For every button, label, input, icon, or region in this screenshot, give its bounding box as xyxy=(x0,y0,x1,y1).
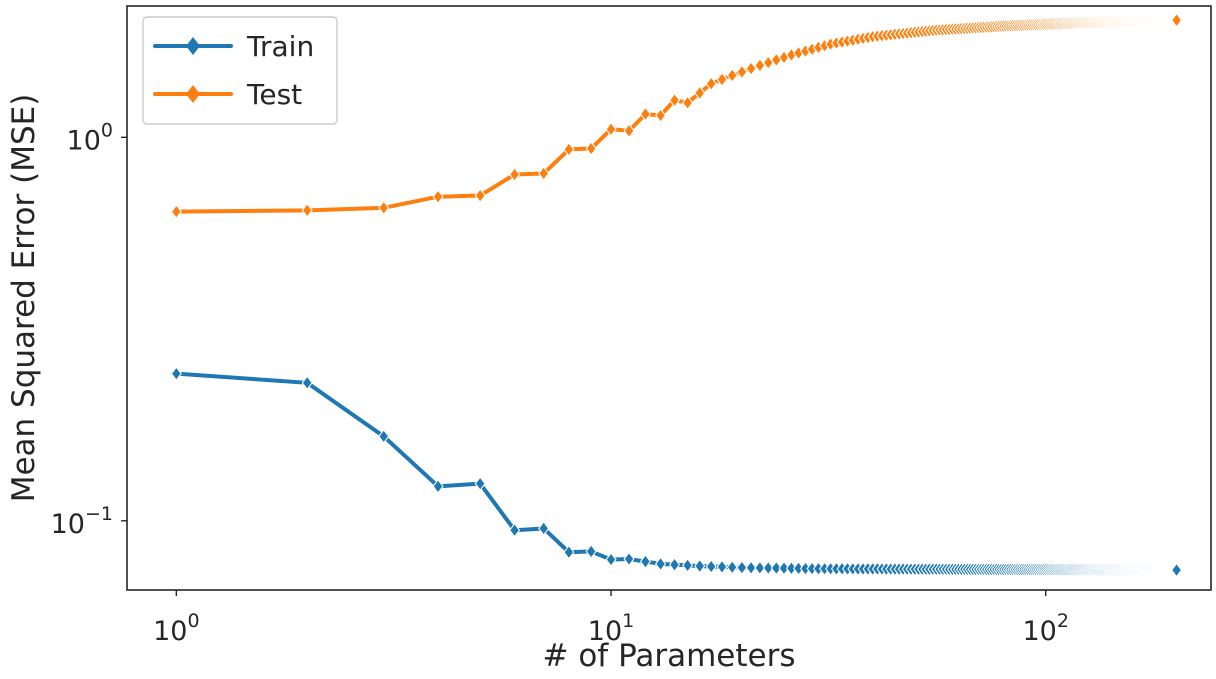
data-point-test xyxy=(754,57,766,73)
data-point-test xyxy=(585,141,597,156)
data-point-train xyxy=(170,366,182,382)
data-point-test xyxy=(716,72,728,87)
y-tick-label: 10−1 xyxy=(51,503,113,540)
data-point-test xyxy=(509,167,521,182)
data-point-test xyxy=(705,76,717,92)
legend-marker-test xyxy=(186,85,200,103)
data-point-train xyxy=(563,544,575,560)
data-point-train xyxy=(605,552,617,568)
data-point-test xyxy=(538,166,550,181)
data-point-train xyxy=(432,478,444,494)
data-point-train xyxy=(509,522,521,538)
data-point-train xyxy=(762,560,774,576)
data-point-test xyxy=(745,61,757,77)
data-point-train xyxy=(778,560,790,576)
y-tick-label: 100 xyxy=(67,119,113,156)
data-point-test xyxy=(736,64,748,80)
data-point-train xyxy=(655,556,667,572)
data-point-test xyxy=(1171,12,1183,28)
data-point-train xyxy=(623,551,635,567)
data-point-test xyxy=(563,141,575,157)
data-point-train xyxy=(770,560,782,576)
x-axis-ticks: 100 101 102 xyxy=(153,590,1069,647)
data-point-test xyxy=(474,188,486,203)
data-point-test xyxy=(694,85,706,101)
legend-label-train: Train xyxy=(246,30,314,63)
data-point-train xyxy=(754,560,766,576)
data-point-test xyxy=(623,123,635,139)
data-point-train xyxy=(705,559,717,574)
data-point-train xyxy=(668,557,681,573)
data-point-test xyxy=(668,92,681,108)
data-point-train xyxy=(785,560,797,576)
data-point-train xyxy=(682,557,694,573)
data-point-train xyxy=(694,558,706,574)
data-point-test xyxy=(655,108,667,123)
data-point-train xyxy=(639,554,652,569)
data-point-train xyxy=(726,559,738,575)
data-point-test xyxy=(170,204,182,220)
data-point-train xyxy=(1171,562,1183,578)
data-point-test xyxy=(605,121,617,137)
data-point-train xyxy=(378,428,390,444)
x-tick-label: 102 xyxy=(1022,610,1068,647)
data-point-train xyxy=(745,560,757,576)
data-point-test xyxy=(682,95,694,111)
data-point-train xyxy=(716,559,728,575)
y-axis-title: Mean Squared Error (MSE) xyxy=(6,94,42,503)
data-point-train xyxy=(538,521,550,536)
data-point-train xyxy=(301,375,313,391)
x-axis-title: # of Parameters xyxy=(543,638,796,674)
data-point-train xyxy=(585,544,597,559)
data-point-test xyxy=(432,189,444,205)
x-tick-label: 101 xyxy=(588,610,634,647)
legend-label-test: Test xyxy=(246,78,302,111)
data-point-test xyxy=(301,202,313,218)
data-point-test xyxy=(378,200,390,216)
x-tick-label: 100 xyxy=(153,610,199,647)
y-axis-ticks: 100 10−1 xyxy=(51,119,127,540)
data-point-train xyxy=(736,560,748,576)
legend: Train Test xyxy=(142,16,338,125)
series-layer xyxy=(170,12,1183,578)
legend-marker-train xyxy=(186,37,200,55)
data-point-train xyxy=(474,476,486,492)
data-point-test xyxy=(726,68,738,83)
data-point-test xyxy=(639,106,652,122)
